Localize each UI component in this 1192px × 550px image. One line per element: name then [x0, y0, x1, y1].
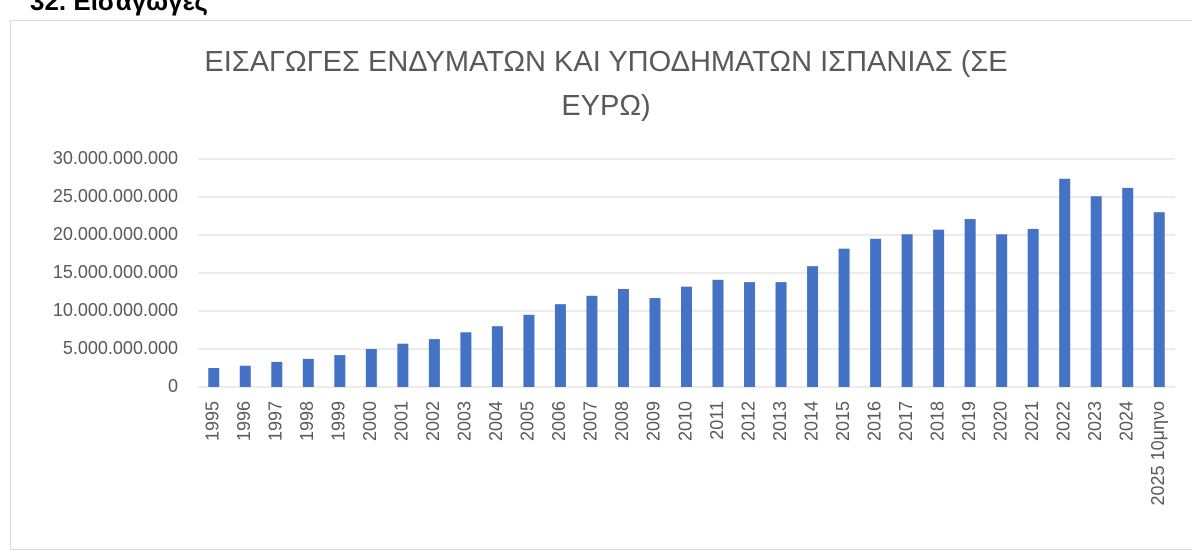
y-tick-label: 20.000.000.000	[53, 224, 178, 244]
bar	[271, 361, 283, 387]
x-tick-label: 2007	[581, 401, 601, 441]
x-tick-label: 2010	[675, 401, 695, 441]
x-tick-label: 1995	[203, 401, 223, 441]
bar	[208, 368, 220, 387]
bar	[996, 234, 1008, 387]
heading: 32. Εισαγωγές	[30, 0, 208, 16]
x-tick-label: 2017	[896, 401, 916, 441]
x-tick-label: 2012	[738, 401, 758, 441]
x-tick-label: 2008	[612, 401, 632, 441]
x-tick-label: 2018	[927, 401, 947, 441]
bar	[838, 248, 850, 387]
y-tick-label: 5.000.000.000	[63, 338, 178, 358]
bar	[681, 286, 692, 387]
bar	[1090, 196, 1102, 387]
bar	[302, 358, 314, 387]
x-tick-label: 2024	[1116, 401, 1136, 441]
chart-title: ΕΙΣΑΓΩΓΕΣ ΕΝΔΥΜΑΤΩΝ ΚΑΙ ΥΠΟΔΗΜΑΤΩΝ ΙΣΠΑΝ…	[204, 46, 1008, 122]
x-tick-label: 2021	[1022, 401, 1042, 441]
x-tick-label: 1999	[329, 401, 349, 441]
x-tick-label: 2006	[549, 401, 569, 441]
bar	[586, 295, 598, 387]
bar	[617, 288, 629, 387]
bar	[239, 365, 251, 387]
bar	[744, 282, 756, 387]
bar	[428, 339, 440, 387]
x-tick-label: 2002	[423, 401, 443, 441]
x-tick-label: 1996	[234, 401, 254, 441]
bar	[807, 266, 819, 387]
x-tick-label: 2013	[770, 401, 790, 441]
x-tick-label: 2001	[392, 401, 412, 441]
x-tick-label: 2022	[1053, 401, 1073, 441]
x-tick-label: 2016	[864, 401, 884, 441]
y-tick-label: 30.000.000.000	[53, 148, 178, 168]
bar	[334, 355, 346, 387]
x-tick-label: 2011	[707, 401, 727, 440]
x-tick-label: 1997	[266, 401, 286, 441]
bar	[649, 298, 661, 387]
x-tick-label: 2000	[360, 401, 380, 441]
y-tick-label: 25.000.000.000	[53, 186, 178, 206]
bar	[1027, 228, 1039, 387]
x-tick-label: 2025 10μηνο	[1148, 401, 1168, 505]
bar	[1122, 187, 1134, 387]
bar	[712, 279, 724, 387]
x-tick-label: 2003	[455, 401, 475, 441]
y-tick-label: 15.000.000.000	[53, 262, 178, 282]
x-tick-label: 2020	[990, 401, 1010, 441]
y-tick-label: 0	[168, 376, 178, 396]
bar	[1153, 212, 1165, 387]
x-tick-label: 2019	[959, 401, 979, 441]
x-tick-label: 2005	[518, 401, 538, 441]
bar	[397, 343, 409, 387]
y-tick-label: 10.000.000.000	[53, 300, 178, 320]
x-tick-label: 2014	[801, 401, 821, 441]
x-tick-label: 1998	[297, 401, 317, 441]
bar	[554, 304, 566, 387]
bar	[460, 332, 472, 387]
x-tick-label: 2004	[486, 401, 506, 441]
bar	[775, 282, 787, 387]
x-tick-label: 2023	[1085, 401, 1105, 441]
bar	[1059, 178, 1071, 387]
bar	[523, 314, 535, 387]
bar	[365, 349, 377, 387]
x-tick-label: 2015	[833, 401, 853, 441]
bar	[870, 238, 882, 387]
x-tick-label: 2009	[644, 401, 664, 441]
bar	[901, 234, 913, 387]
bar	[964, 219, 976, 387]
bar	[933, 229, 945, 387]
bar	[491, 326, 503, 387]
